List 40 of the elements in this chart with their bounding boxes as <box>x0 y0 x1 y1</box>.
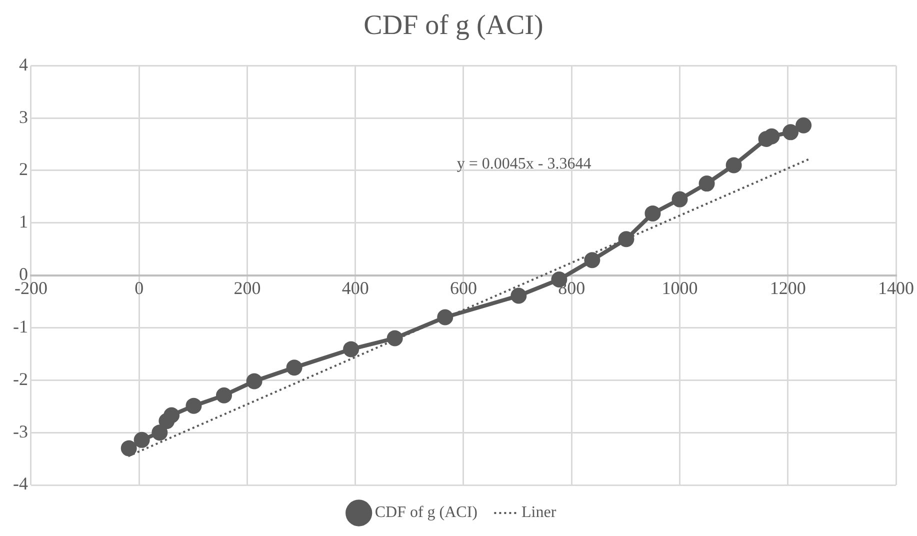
point <box>216 387 232 404</box>
point <box>152 424 168 441</box>
legend-label: Liner <box>522 504 557 522</box>
y-tick-label: -4 <box>12 474 28 494</box>
y-tick-label: -3 <box>12 421 28 442</box>
point <box>796 117 812 134</box>
x-tick-label: 1400 <box>878 278 914 298</box>
y-tick-label: -2 <box>12 368 28 389</box>
point <box>644 205 661 222</box>
x-tick-label: 1200 <box>770 278 806 298</box>
point <box>286 360 302 376</box>
y-tick-label: 1 <box>18 212 28 232</box>
point <box>726 157 742 174</box>
point <box>510 288 527 304</box>
y-tick-label: 3 <box>18 106 28 127</box>
point <box>672 191 688 208</box>
x-tick-label: 400 <box>342 278 369 298</box>
annotation: y = 0.0045x - 3.3644 <box>456 155 592 172</box>
point <box>186 398 202 414</box>
point <box>618 231 634 248</box>
point <box>164 407 180 424</box>
point <box>437 309 454 326</box>
y-tick-label: 4 <box>18 54 28 74</box>
x-tick-label: 200 <box>234 278 261 298</box>
y-tick-label: 2 <box>18 159 28 180</box>
point <box>246 373 262 390</box>
legend-label: CDF of g (ACI) <box>374 504 478 522</box>
point <box>782 124 799 140</box>
point <box>584 252 600 268</box>
y-tick-label: -1 <box>12 316 28 336</box>
x-tick-label: 1000 <box>662 278 698 298</box>
point <box>698 176 715 192</box>
x-tick-label: 0 <box>134 278 144 298</box>
x-tick-label: 600 <box>450 278 477 298</box>
point <box>343 341 360 358</box>
point <box>120 440 137 456</box>
point <box>134 432 150 448</box>
point <box>764 128 780 144</box>
point <box>386 330 403 346</box>
chart-title: CDF of g (ACI) <box>364 10 544 42</box>
